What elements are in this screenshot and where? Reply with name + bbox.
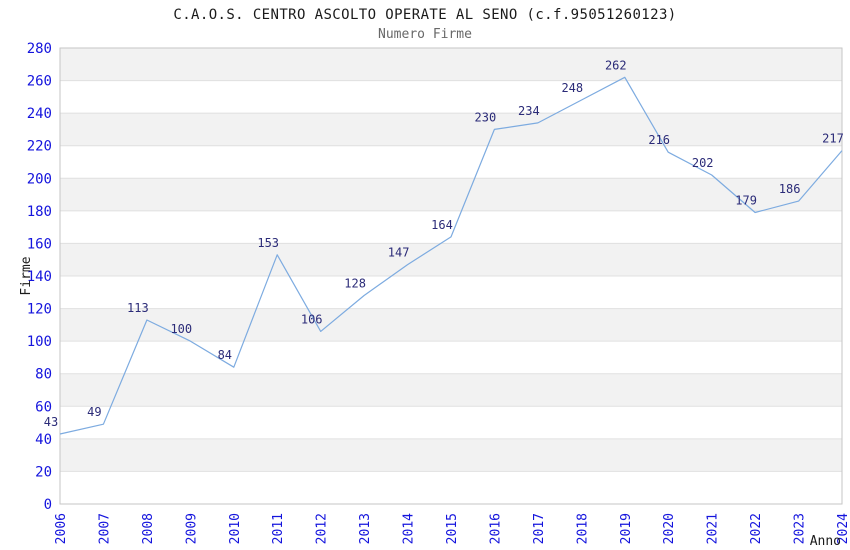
data-point-label: 49: [87, 405, 101, 419]
y-tick-label: 240: [27, 106, 52, 122]
data-point-label: 230: [475, 110, 497, 124]
x-tick-label: 2006: [54, 513, 69, 544]
y-axis-title: Firme: [19, 256, 34, 295]
plot-band: [60, 178, 842, 211]
y-tick-label: 20: [35, 464, 52, 480]
x-tick-label: 2021: [706, 513, 721, 544]
x-tick-label: 2011: [271, 513, 286, 544]
data-point-label: 202: [692, 156, 714, 170]
y-tick-label: 160: [27, 236, 52, 252]
data-point-label: 147: [388, 246, 410, 260]
plot-band: [60, 373, 842, 407]
plot-band: [60, 113, 842, 146]
x-tick-label: 2013: [358, 513, 373, 544]
data-point-label: 186: [779, 182, 801, 196]
plot-border: [59, 47, 843, 505]
data-point-label: 128: [344, 277, 366, 291]
series-line: [59, 76, 843, 435]
x-tick-label: 2024: [836, 513, 850, 544]
plot-band: [60, 438, 842, 472]
y-tick-label: 180: [27, 204, 52, 220]
x-tick-label: 2018: [575, 513, 590, 544]
y-tick-label: 280: [27, 41, 52, 57]
data-point-label: 100: [170, 322, 192, 336]
plot-band: [60, 243, 842, 276]
x-tick-label: 2008: [141, 513, 156, 544]
x-axis-title: Anno: [810, 534, 841, 549]
data-point-label: 113: [127, 301, 149, 315]
data-point-label: 43: [44, 415, 58, 429]
y-tick-label: 40: [35, 432, 52, 448]
y-tick-label: 100: [27, 334, 52, 350]
data-point-label: 164: [431, 218, 453, 232]
data-point-label: 153: [257, 236, 279, 250]
y-tick-label: 140: [27, 269, 52, 285]
y-tick-label: 260: [27, 74, 52, 90]
data-point-label: 262: [605, 58, 627, 72]
x-tick-label: 2019: [619, 513, 634, 544]
x-tick-label: 2017: [532, 513, 547, 544]
chart-subtitle: Numero Firme: [378, 27, 472, 42]
x-tick-label: 2022: [749, 513, 764, 544]
y-tick-label: 60: [35, 399, 52, 415]
y-tick-label: 0: [44, 497, 52, 513]
plot-band: [60, 308, 842, 342]
chart-title: C.A.O.S. CENTRO ASCOLTO OPERATE AL SENO …: [173, 7, 677, 23]
y-tick-label: 80: [35, 367, 52, 383]
x-tick-label: 2014: [402, 513, 417, 544]
data-point-label: 84: [218, 348, 232, 362]
y-tick-label: 120: [27, 302, 52, 318]
data-point-label: 216: [648, 133, 670, 147]
x-tick-label: 2007: [97, 513, 112, 544]
x-tick-label: 2010: [228, 513, 243, 544]
x-tick-label: 2016: [488, 513, 503, 544]
plot-band: [60, 48, 842, 81]
data-point-label: 106: [301, 312, 323, 326]
data-point-label: 234: [518, 104, 540, 118]
data-point-label: 217: [822, 132, 844, 146]
x-tick-label: 2015: [445, 513, 460, 544]
x-tick-label: 2009: [184, 513, 199, 544]
x-tick-label: 2012: [315, 513, 330, 544]
data-point-label: 179: [735, 194, 757, 208]
y-tick-label: 200: [27, 171, 52, 187]
y-tick-label: 220: [27, 139, 52, 155]
x-tick-label: 2020: [662, 513, 677, 544]
data-point-label: 248: [561, 81, 583, 95]
x-tick-label: 2023: [793, 513, 808, 544]
